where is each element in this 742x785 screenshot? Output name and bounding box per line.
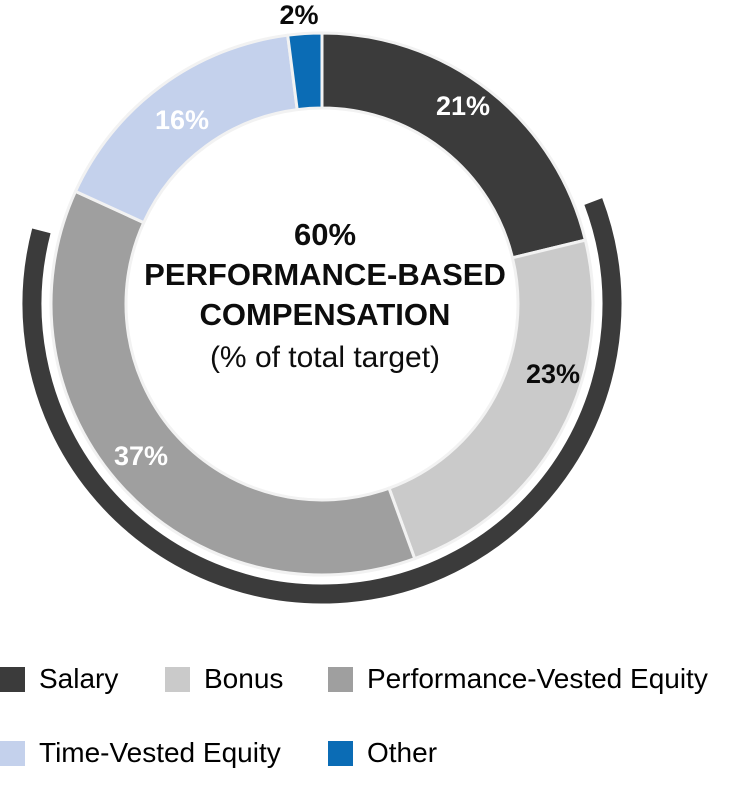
- legend-swatch-bonus: [165, 666, 190, 692]
- center-text-60pct: 60%: [294, 217, 356, 252]
- legend-swatch-other: [328, 740, 353, 766]
- donut-slice-performance-vested-equity: [49, 189, 417, 577]
- legend-item-other: Other: [328, 737, 438, 768]
- legend-item-performance-vested-equity: Performance-Vested Equity: [328, 663, 708, 694]
- legend-swatch-time-vested-equity: [0, 740, 25, 766]
- legend-label-time-vested-equity: Time-Vested Equity: [39, 737, 281, 768]
- legend-label-salary: Salary: [39, 663, 119, 694]
- slice-percent-labels: 21% 23% 37% 16% 2%: [114, 0, 580, 471]
- legend-item-bonus: Bonus: [165, 663, 284, 694]
- performance-based-highlight-arc: [22, 198, 622, 604]
- legend-label-bonus: Bonus: [204, 663, 284, 694]
- legend-label-performance-vested-equity: Performance-Vested Equity: [367, 663, 708, 694]
- center-text-of-total-target: (% of total target): [210, 341, 440, 374]
- center-text-performance-based: PERFORMANCE-BASED: [144, 257, 506, 292]
- donut-slices: [49, 31, 595, 577]
- legend-swatch-performance-vested-equity: [328, 666, 353, 692]
- pct-label-bonus: 23%: [526, 359, 580, 389]
- pct-label-performance-vested-equity: 37%: [114, 441, 168, 471]
- legend-label-other: Other: [367, 737, 438, 768]
- pct-label-time-vested-equity: 16%: [155, 105, 209, 135]
- pct-label-other: 2%: [279, 0, 318, 30]
- donut-chart-canvas: 21% 23% 37% 16% 2% 60% PERFORMANCE-BASED COM…: [22, 0, 622, 604]
- pct-label-salary: 21%: [436, 91, 490, 121]
- legend-item-time-vested-equity: Time-Vested Equity: [0, 737, 281, 768]
- legend-swatch-salary: [0, 666, 25, 692]
- donut-slice-other: [286, 31, 324, 112]
- center-text-compensation: COMPENSATION: [200, 297, 451, 332]
- donut-slice-salary: [320, 31, 587, 260]
- legend-item-salary: Salary: [0, 663, 119, 694]
